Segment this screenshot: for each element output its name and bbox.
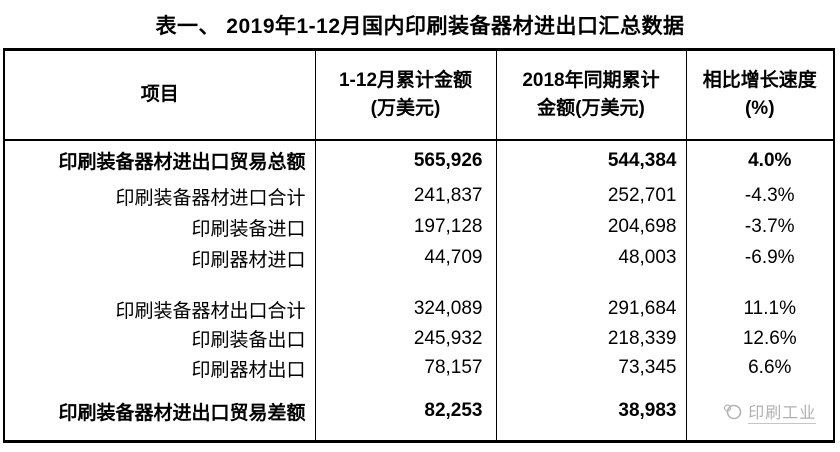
- row-growth: 12.6%: [685, 324, 834, 353]
- col-header-item-label: 项目: [140, 83, 179, 105]
- row-item-label: 印刷装备器材进出口贸易总额: [58, 152, 306, 173]
- table-row-trade-balance: 印刷装备器材进出口贸易差额 82,253 38,983 印刷工业: [4, 383, 834, 441]
- row-item-label: 印刷装备器材进出口贸易差额: [58, 402, 306, 424]
- row-amount-2019: 241,837: [314, 180, 496, 212]
- row-amount-2018: 204,698: [495, 212, 686, 242]
- row-growth: 4.0%: [685, 140, 834, 180]
- watermark-cell: 印刷工业: [685, 383, 834, 441]
- watermark-label: 印刷工业: [748, 399, 817, 424]
- row-amount-2019: 245,932: [314, 324, 496, 353]
- figure-title: 表一、 2019年1-12月国内印刷装备器材进出口汇总数据: [155, 15, 685, 38]
- col-header-amount-2018-line1: 2018年同期累计: [522, 69, 660, 91]
- row-amount-2018: 218,339: [495, 324, 686, 353]
- table-row-equipment-import: 印刷装备进口 197,128 204,698 -3.7%: [4, 212, 834, 242]
- row-item-label: 印刷装备器材出口合计: [115, 300, 306, 322]
- col-header-amount-2019-line1: 1-12月累计金额: [338, 69, 473, 91]
- col-header-amount-2019: 1-12月累计金额 (万美元): [314, 49, 496, 140]
- row-item-label: 印刷装备出口: [191, 330, 306, 351]
- col-header-amount-2018: 2018年同期累计 金额(万美元): [495, 49, 686, 140]
- col-header-amount-2019-line2: (万美元): [370, 98, 441, 119]
- row-amount-2018: 291,684: [495, 294, 686, 324]
- table-row-import-total: 印刷装备器材进口合计 241,837 252,701 -4.3%: [4, 180, 834, 212]
- table-row-export-total: 印刷装备器材出口合计 324,089 291,684 11.1%: [4, 294, 834, 324]
- row-growth: -6.9%: [685, 242, 834, 274]
- spacer-row: [4, 274, 834, 294]
- table-row-materials-export: 印刷器材出口 78,157 73,345 6.6%: [4, 353, 834, 383]
- row-amount-2018: 544,384: [495, 140, 686, 180]
- row-growth: 6.6%: [685, 353, 834, 383]
- summary-table: 项目 1-12月累计金额 (万美元) 2018年同期累计 金额(万美元) 相比增…: [3, 48, 835, 443]
- watermark: 印刷工业: [707, 399, 834, 424]
- row-item-label: 印刷装备进口: [191, 218, 306, 240]
- col-header-amount-2018-line2: 金额(万美元): [537, 98, 645, 119]
- table-row-total: 印刷装备器材进出口贸易总额 565,926 544,384 4.0%: [4, 140, 834, 180]
- row-growth: 11.1%: [685, 294, 834, 324]
- row-item-label: 印刷器材出口: [191, 359, 306, 381]
- row-amount-2019: 324,089: [314, 294, 496, 324]
- table-row-equipment-export: 印刷装备出口 245,932 218,339 12.6%: [4, 324, 834, 353]
- col-header-item: 项目: [4, 50, 315, 141]
- row-growth: -4.3%: [685, 180, 834, 212]
- row-item-label: 印刷装备器材进口合计: [115, 187, 306, 209]
- col-header-growth-line2: (%): [744, 98, 775, 119]
- col-header-growth-line1: 相比增长速度: [702, 69, 817, 91]
- row-growth: -3.7%: [685, 212, 834, 242]
- table-row-materials-import: 印刷器材进口 44,709 48,003 -6.9%: [4, 242, 834, 274]
- watermark-logo-icon: [723, 402, 743, 420]
- row-amount-2019: 78,157: [314, 353, 496, 383]
- header-row: 项目 1-12月累计金额 (万美元) 2018年同期累计 金额(万美元) 相比增…: [4, 49, 834, 141]
- col-header-growth: 相比增长速度 (%): [685, 49, 834, 140]
- row-amount-2018: 252,701: [495, 180, 686, 212]
- row-amount-2019: 197,128: [314, 212, 496, 242]
- row-amount-2018: 73,345: [495, 353, 686, 383]
- row-amount-2018: 48,003: [495, 242, 686, 274]
- row-amount-2018: 38,983: [495, 383, 686, 441]
- row-amount-2019: 565,926: [314, 140, 496, 180]
- row-amount-2019: 44,709: [314, 242, 496, 274]
- row-amount-2019: 82,253: [314, 383, 496, 441]
- row-item-label: 印刷器材进口: [191, 249, 306, 271]
